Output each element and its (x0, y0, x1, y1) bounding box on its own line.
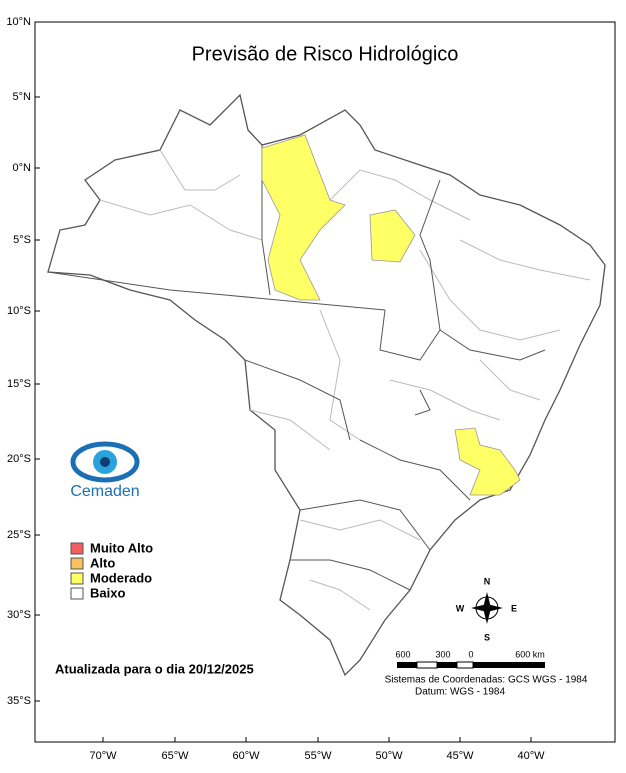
moderate-risk-areas (261, 134, 521, 496)
scale-label: 600 km (515, 649, 545, 659)
credit: Datum: WGS - 1984 (415, 687, 505, 698)
scale-segment (397, 662, 417, 668)
map-title: Previsão de Risco Hidrológico (192, 43, 459, 65)
logo-eye (70, 441, 140, 483)
lat-label: 15°S (7, 378, 31, 390)
lat-label: 25°S (7, 529, 31, 541)
lon-label: 55°W (304, 750, 332, 762)
compass-needle (471, 604, 503, 612)
lon-label: 65°W (161, 750, 189, 762)
scale-segment (473, 662, 545, 668)
lat-label: 5°S (13, 234, 31, 246)
scale-segment (437, 662, 457, 668)
legend-label: Muito Alto (90, 540, 153, 555)
logo-pupil (100, 457, 110, 467)
lon-label: 70°W (89, 750, 117, 762)
scale-segment (416, 661, 438, 669)
scale-label: 300 (435, 649, 450, 659)
compass-s: S (484, 632, 490, 642)
moderate-area (369, 209, 416, 263)
legend-swatch (70, 572, 84, 585)
municipal-borders (99, 149, 591, 611)
legend-label: Baixo (90, 585, 125, 600)
scale-label: 600 (395, 649, 410, 659)
country-outline (47, 93, 606, 677)
state-borders (47, 145, 546, 591)
credit: Sistemas de Coordenadas: GCS WGS - 1984 (385, 675, 588, 686)
lat-label: 5°N (13, 91, 32, 103)
compass-e: E (511, 603, 517, 613)
legend: Muito Alto Alto Moderado Baixo (70, 540, 153, 600)
legend-swatch (70, 542, 84, 555)
moderate-area (261, 134, 346, 301)
lat-label: 10°N (6, 16, 31, 28)
compass-n: N (484, 576, 491, 586)
lat-label: 35°S (7, 695, 31, 707)
lat-label: 10°S (7, 305, 31, 317)
legend-swatch (70, 557, 84, 570)
compass-w: W (456, 603, 465, 613)
moderate-area (454, 427, 521, 496)
scale-label: 0 (468, 649, 473, 659)
lon-label: 45°W (446, 750, 474, 762)
update-note: Atualizada para o dia 20/12/2025 (55, 661, 254, 676)
legend-label: Alto (90, 555, 115, 570)
lat-label: 0°N (13, 162, 32, 174)
scale-segment (456, 661, 474, 669)
compass: N S W E (456, 576, 517, 642)
logo: Cemaden (70, 441, 140, 500)
lat-label: 20°S (7, 453, 31, 465)
legend-swatch (70, 587, 84, 600)
logo-text: Cemaden (70, 483, 139, 500)
lon-label: 40°W (517, 750, 545, 762)
scale-bar: 600 300 0 600 km (395, 649, 545, 669)
lon-label: 60°W (232, 750, 260, 762)
lon-label: 50°W (375, 750, 403, 762)
legend-label: Moderado (90, 570, 152, 585)
lat-label: 30°S (7, 609, 31, 621)
